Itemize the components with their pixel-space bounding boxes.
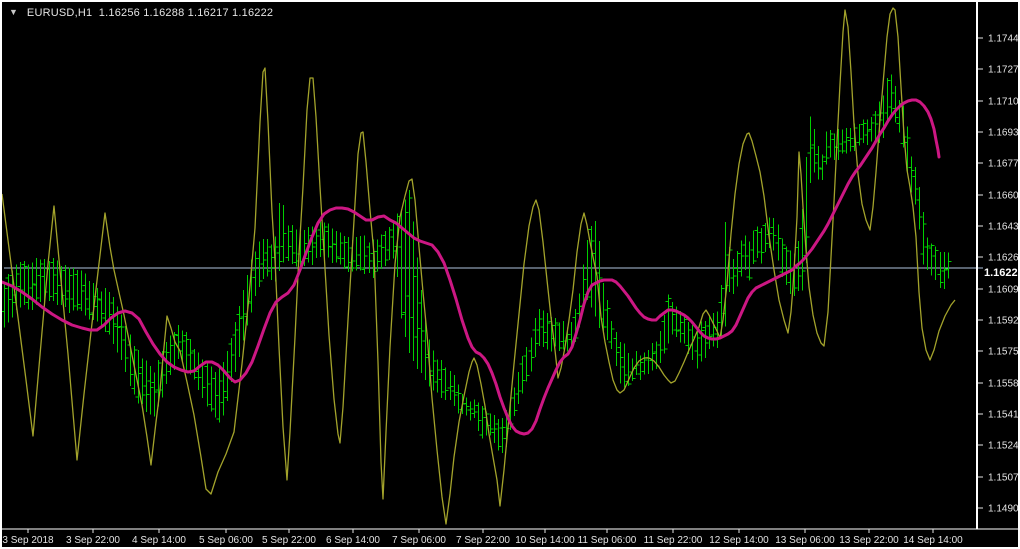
price-axis-label: 1.15920 (988, 316, 1018, 327)
time-axis-label: 13 Sep 06:00 (775, 535, 835, 546)
time-axis-label: 14 Sep 14:00 (903, 535, 963, 546)
time-axis-label: 6 Sep 14:00 (326, 535, 380, 546)
time-axis-label: 13 Sep 22:00 (839, 535, 899, 546)
price-axis-label: 1.15750 (988, 347, 1018, 358)
time-axis-label: 7 Sep 06:00 (392, 535, 446, 546)
price-axis-label: 1.15240 (988, 441, 1018, 452)
chart-title: EURUSD,H1 1.16256 1.16288 1.16217 1.1622… (26, 7, 274, 19)
price-axis-label: 1.17445 (988, 34, 1018, 45)
price-axis-label: 1.16770 (988, 159, 1018, 170)
chart-title-bar: ▼ EURUSD,H1 1.16256 1.16288 1.16217 1.16… (9, 6, 273, 20)
price-axis-label: 1.17275 (988, 65, 1018, 76)
price-axis-label: 1.16090 (988, 285, 1018, 296)
time-axis-label: 3 Sep 22:00 (66, 535, 120, 546)
price-axis-label: 1.16600 (988, 191, 1018, 202)
time-axis-label: 11 Sep 06:00 (578, 535, 637, 546)
candle-bars (2, 74, 952, 453)
moving-average-line (2, 98, 941, 436)
time-axis-label: 12 Sep 14:00 (709, 535, 769, 546)
price-axis-label: 1.16430 (988, 222, 1018, 233)
time-axis-label: 3 Sep 2018 (2, 535, 54, 546)
time-axis-label: 10 Sep 14:00 (515, 535, 575, 546)
cycle-oscillator-line (2, 7, 956, 525)
time-axis-label: 5 Sep 22:00 (262, 535, 316, 546)
price-axis-label: 1.16935 (988, 128, 1018, 139)
price-axis-label: 1.15410 (988, 410, 1018, 421)
time-axis-label: 11 Sep 22:00 (644, 535, 703, 546)
price-axis-label: 1.15580 (988, 379, 1018, 390)
symbol-dropdown-icon[interactable]: ▼ (9, 7, 18, 17)
price-axis-label: 1.15070 (988, 473, 1018, 484)
price-axis-label: 1.14905 (988, 504, 1018, 515)
price-axis-label: 1.17105 (988, 97, 1018, 108)
time-axis-label: 7 Sep 22:00 (456, 535, 510, 546)
price-axis-label: 1.16260 (988, 253, 1018, 264)
time-axis-label: 4 Sep 14:00 (132, 535, 186, 546)
price-axis[interactable]: 1.17445 1.17275 1.17105 1.16935 1.16770 1.166… (978, 34, 1018, 515)
current-price-badge: 1.16222 (984, 267, 1018, 279)
time-axis[interactable]: 3 Sep 2018 3 Sep 22:00 4 Sep 14:00 5 Sep 06… (2, 529, 963, 546)
time-axis-label: 5 Sep 06:00 (199, 535, 253, 546)
